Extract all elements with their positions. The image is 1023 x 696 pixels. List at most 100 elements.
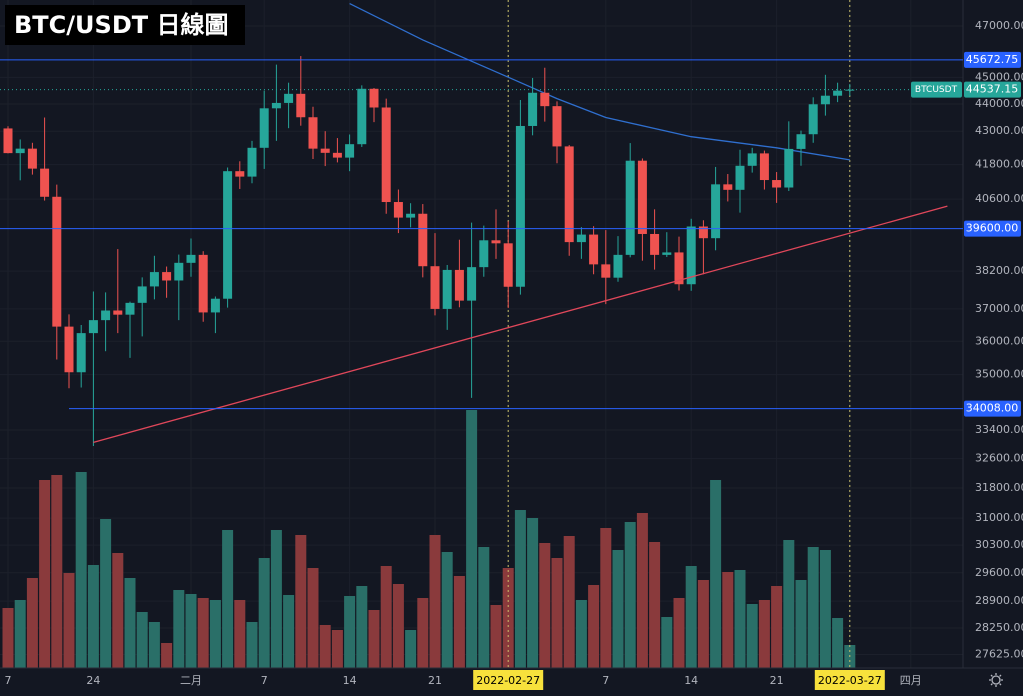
candle-body <box>15 148 25 154</box>
volume-bar <box>356 586 368 668</box>
candle-body <box>296 93 306 118</box>
y-tick-label: 40600.00 <box>975 192 1023 205</box>
volume-bar <box>63 573 75 668</box>
date-highlight <box>473 670 544 690</box>
candle-body <box>479 240 489 268</box>
volume-bar <box>405 630 417 668</box>
candle-body <box>223 171 233 299</box>
y-tick-label: 44000.00 <box>975 97 1023 110</box>
candle-body <box>332 152 342 158</box>
volume-bar <box>734 570 746 668</box>
volume-bar <box>575 600 587 668</box>
candle-body <box>162 272 172 281</box>
candle-body <box>52 196 62 327</box>
volume-bar <box>478 547 490 668</box>
last-price-label: 44537.15 <box>966 83 1019 96</box>
volume-bar <box>222 530 234 668</box>
volume-bar <box>563 536 575 668</box>
volume-bar <box>234 600 246 668</box>
date-highlight <box>814 670 885 690</box>
y-tick-label: 41800.00 <box>975 158 1023 171</box>
volume-bar <box>307 568 319 668</box>
level-label-box <box>964 220 1021 237</box>
volume-bar <box>832 618 844 668</box>
candle-body <box>686 226 696 285</box>
candle-body <box>796 134 806 149</box>
candle-body <box>101 310 111 321</box>
level-label: 45672.75 <box>966 53 1019 66</box>
candle-body <box>137 286 147 303</box>
candle-body <box>784 148 794 188</box>
candle-body <box>113 310 123 315</box>
volume-bar <box>185 594 197 668</box>
volume-bar <box>246 622 258 668</box>
volume-bar <box>124 578 136 668</box>
candle-body <box>320 148 330 153</box>
y-tick-label: 36000.00 <box>975 334 1023 347</box>
volume-bar <box>758 600 770 668</box>
y-tick-label: 32600.00 <box>975 452 1023 465</box>
y-tick-label: 43000.00 <box>975 124 1023 137</box>
candle-body <box>76 333 86 373</box>
candle-body <box>772 180 782 188</box>
x-tick-label: 7 <box>5 674 12 687</box>
level-label: 39600.00 <box>966 222 1019 235</box>
candle-body <box>845 89 855 91</box>
y-tick-label: 27625.00 <box>975 647 1023 660</box>
y-tick-label: 31000.00 <box>975 511 1023 524</box>
x-tick-label: 14 <box>343 674 357 687</box>
candle-body <box>454 269 464 301</box>
volume-layer <box>2 410 856 668</box>
volume-bar <box>417 598 429 668</box>
settings-icon[interactable] <box>989 673 1003 687</box>
candle-body <box>674 252 684 285</box>
volume-bar <box>14 600 26 668</box>
volume-bar <box>722 572 734 668</box>
candle-body <box>418 213 428 267</box>
candle-body <box>393 202 403 218</box>
x-tick-label: 7 <box>261 674 268 687</box>
volume-bar <box>112 553 124 668</box>
candle-body <box>467 267 477 301</box>
volume-bar <box>807 547 819 668</box>
candle-body <box>442 269 452 309</box>
volume-bar <box>148 622 160 668</box>
candle-body <box>698 226 708 239</box>
candle-body <box>186 254 196 263</box>
candle-body <box>491 240 501 244</box>
volume-bar <box>270 530 282 668</box>
y-tick-label: 38200.00 <box>975 264 1023 277</box>
candle-body <box>528 92 538 126</box>
candle-body <box>406 213 416 218</box>
moving-average <box>349 2 850 161</box>
volume-bar <box>380 566 392 668</box>
x-tick-label: 二月 <box>180 674 202 687</box>
x-tick-label: 21 <box>428 674 442 687</box>
volume-bar <box>514 510 526 668</box>
volume-bar <box>75 472 87 668</box>
candle-body <box>625 160 635 255</box>
y-tick-label: 37000.00 <box>975 302 1023 315</box>
level-label: 34008.00 <box>966 402 1019 415</box>
candle-body <box>711 184 721 239</box>
volume-bar <box>685 566 697 668</box>
y-tick-label: 47000.00 <box>975 19 1023 32</box>
volume-bar <box>100 519 112 668</box>
volume-bar <box>161 643 173 668</box>
y-tick-label: 35000.00 <box>975 368 1023 381</box>
volume-bar <box>173 590 185 668</box>
volume-bar <box>612 550 624 668</box>
y-tick-label: 31800.00 <box>975 481 1023 494</box>
x-tick-label: 2022-03-27 <box>818 674 882 687</box>
candle-body <box>235 171 245 177</box>
overlay-layer <box>0 0 963 668</box>
x-tick-label: 四月 <box>900 674 922 687</box>
candle-body <box>820 95 830 105</box>
volume-bar <box>392 584 404 668</box>
chart-title: BTC/USDT 日線圖 <box>14 11 228 39</box>
y-tick-label: 28900.00 <box>975 594 1023 607</box>
candle-body <box>662 252 672 255</box>
y-tick-label: 45000.00 <box>975 70 1023 83</box>
candle-body <box>735 165 745 190</box>
